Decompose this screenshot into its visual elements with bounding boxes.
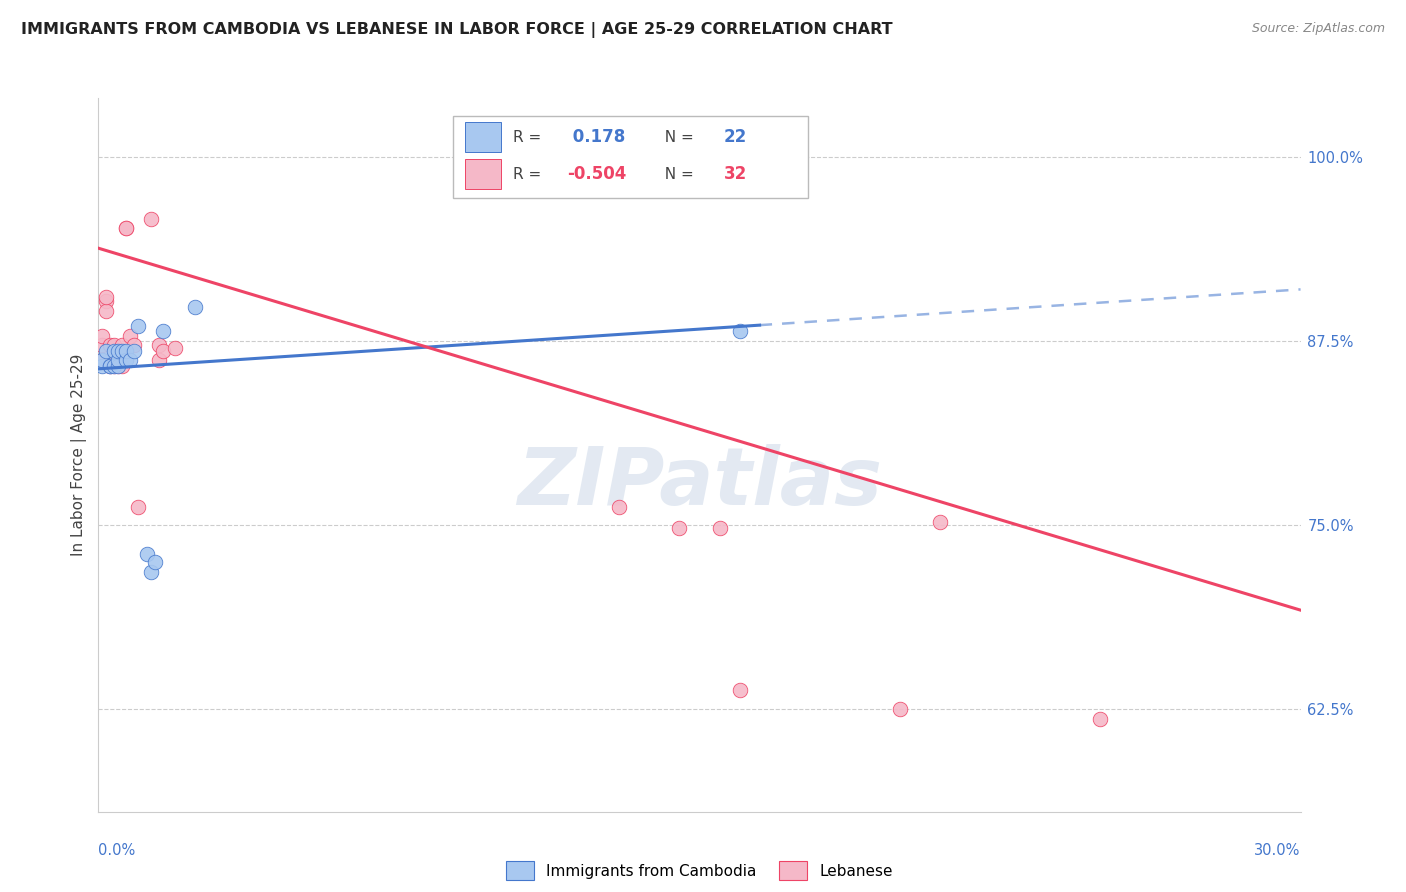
Point xyxy=(100,353,122,368)
Text: ZIPatlas: ZIPatlas xyxy=(517,444,882,523)
Point xyxy=(96,344,118,359)
Point xyxy=(115,353,138,368)
Point xyxy=(103,353,125,368)
Bar xyxy=(453,116,807,198)
Point xyxy=(91,359,114,373)
Point xyxy=(152,324,174,338)
Text: N =: N = xyxy=(655,130,699,145)
Point xyxy=(100,359,122,373)
Text: 32: 32 xyxy=(724,166,747,184)
Point xyxy=(120,329,142,343)
Point xyxy=(103,359,125,373)
Point xyxy=(111,344,134,359)
Point xyxy=(668,521,690,535)
Point xyxy=(100,359,122,373)
Point xyxy=(124,338,146,352)
Point xyxy=(135,547,157,561)
Point xyxy=(139,565,162,579)
Legend: Immigrants from Cambodia, Lebanese: Immigrants from Cambodia, Lebanese xyxy=(501,855,898,886)
Point xyxy=(728,682,751,697)
Text: 0.0%: 0.0% xyxy=(98,843,135,858)
Point xyxy=(929,515,952,529)
Point xyxy=(107,359,129,373)
Text: -0.504: -0.504 xyxy=(567,166,627,184)
Bar xyxy=(465,160,501,189)
Text: 22: 22 xyxy=(724,128,747,146)
Point xyxy=(96,294,118,309)
Point xyxy=(91,353,114,368)
Text: R =: R = xyxy=(513,130,547,145)
Point xyxy=(96,304,118,318)
Point xyxy=(120,353,142,368)
Point xyxy=(148,353,170,368)
Bar xyxy=(465,122,501,153)
Point xyxy=(91,329,114,343)
Point xyxy=(103,359,125,373)
Text: 0.178: 0.178 xyxy=(567,128,626,146)
Point xyxy=(1088,712,1111,726)
Point xyxy=(91,338,114,352)
Point xyxy=(96,290,118,304)
Text: Source: ZipAtlas.com: Source: ZipAtlas.com xyxy=(1251,22,1385,36)
Point xyxy=(111,359,134,373)
Point xyxy=(152,344,174,359)
Point xyxy=(91,353,114,368)
Point xyxy=(128,500,150,515)
Point xyxy=(115,220,138,235)
Text: 30.0%: 30.0% xyxy=(1254,843,1301,858)
Point xyxy=(115,344,138,359)
Point xyxy=(148,338,170,352)
Text: N =: N = xyxy=(655,167,699,182)
Point xyxy=(143,555,166,569)
Point xyxy=(139,211,162,226)
Point xyxy=(163,341,186,355)
Point xyxy=(128,319,150,334)
Point xyxy=(183,300,205,314)
Point xyxy=(111,338,134,352)
Point xyxy=(107,353,129,368)
Point xyxy=(107,344,129,359)
Point xyxy=(100,359,122,373)
Y-axis label: In Labor Force | Age 25-29: In Labor Force | Age 25-29 xyxy=(72,354,87,556)
Text: IMMIGRANTS FROM CAMBODIA VS LEBANESE IN LABOR FORCE | AGE 25-29 CORRELATION CHAR: IMMIGRANTS FROM CAMBODIA VS LEBANESE IN … xyxy=(21,22,893,38)
Point xyxy=(124,344,146,359)
Text: R =: R = xyxy=(513,167,547,182)
Point xyxy=(889,702,911,716)
Point xyxy=(103,344,125,359)
Point xyxy=(107,359,129,373)
Point xyxy=(103,338,125,352)
Point xyxy=(609,500,631,515)
Point xyxy=(728,324,751,338)
Point xyxy=(709,521,731,535)
Point xyxy=(115,220,138,235)
Point xyxy=(100,338,122,352)
